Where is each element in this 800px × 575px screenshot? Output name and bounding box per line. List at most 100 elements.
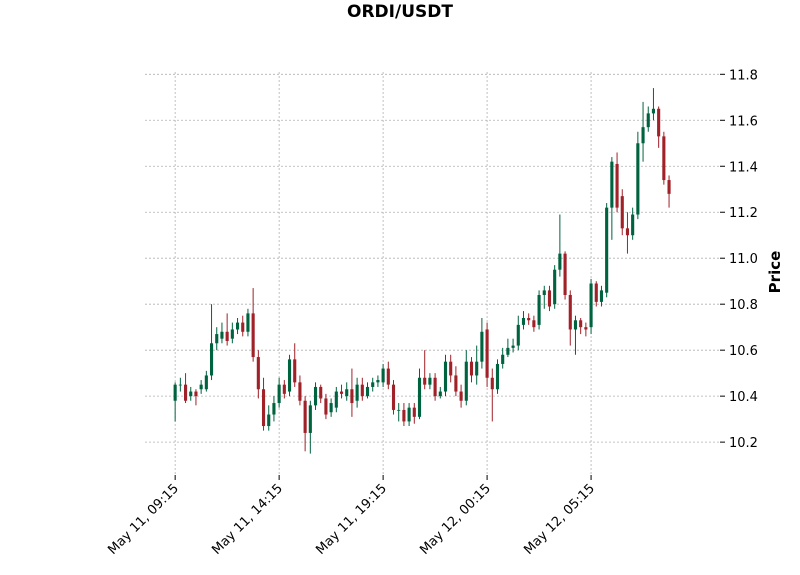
candle-body [355, 384, 359, 401]
candle-body [610, 161, 614, 208]
chart-title: ORDI/USDT [347, 2, 453, 22]
candle-body [547, 290, 552, 307]
y-tick-label: 10.4 [729, 390, 758, 405]
candle-body [449, 361, 453, 376]
x-tick-label: May 12, 00:15 [417, 481, 494, 558]
candle-body [277, 384, 281, 404]
candle-body [662, 136, 666, 181]
candle-body [417, 377, 422, 417]
candle-body [620, 196, 624, 229]
candle-body [423, 377, 427, 385]
candle-body [636, 143, 640, 215]
candle-body [241, 322, 245, 332]
candle-body [490, 377, 494, 390]
y-tick-label: 11.4 [729, 160, 758, 175]
candle-body [215, 334, 219, 344]
candle-body [537, 294, 541, 325]
candle-body [235, 322, 240, 330]
y-tick-label: 11.2 [729, 206, 758, 221]
candle-body [558, 253, 562, 270]
candle-body [407, 407, 411, 422]
candle-body [501, 354, 505, 364]
candle-body [527, 317, 531, 321]
y-tick-label: 11.0 [729, 252, 758, 267]
candle-body [615, 163, 619, 208]
candle-body [667, 180, 671, 194]
y-tick-label: 10.6 [729, 344, 758, 359]
candle-body [376, 380, 380, 383]
candle-body [402, 409, 406, 422]
candle-body [516, 324, 520, 346]
candle-body [329, 403, 333, 413]
candle-body [199, 384, 203, 390]
candle-body [568, 294, 572, 330]
x-tick-label: May 12, 05:15 [521, 481, 598, 558]
candle-body [267, 414, 271, 427]
candle-body [386, 368, 390, 385]
candle-body [313, 386, 318, 406]
candle-body [365, 386, 370, 397]
candle-body [646, 113, 650, 128]
candle-body [475, 361, 479, 376]
candle-body [412, 407, 416, 417]
candle-body [573, 320, 578, 330]
candle-body [641, 127, 645, 144]
y-tick-label: 11.8 [729, 68, 758, 83]
candle-body [230, 329, 234, 339]
candle-body [360, 384, 364, 397]
candle-body [183, 384, 188, 401]
candle-body [542, 290, 546, 295]
candle-body [579, 320, 583, 328]
candle-body [480, 331, 484, 362]
candle-body [589, 283, 593, 328]
candle-body [324, 398, 328, 415]
candle-body [173, 384, 177, 401]
candle-body [563, 253, 567, 295]
candle-body [459, 391, 463, 401]
candle-body [506, 347, 510, 355]
y-axis-label: Price [766, 251, 784, 294]
candle-body [189, 391, 193, 397]
x-tick-label: May 11, 14:15 [209, 481, 286, 558]
candle-body [651, 108, 656, 114]
candle-body [485, 329, 489, 378]
candle-body [303, 400, 307, 433]
candle-body [178, 384, 182, 386]
candle-body [272, 403, 276, 415]
candle-body [287, 359, 292, 392]
candle-body [495, 363, 500, 390]
candle-body [204, 375, 208, 390]
candle-body [319, 386, 323, 399]
candle-body [282, 384, 286, 394]
candle-body [532, 320, 536, 328]
candle-body [594, 283, 598, 302]
candle-body [381, 368, 385, 383]
candle-body [428, 377, 432, 385]
x-tick-label: May 11, 19:15 [313, 481, 390, 558]
candle-body [350, 389, 354, 404]
candle-body [511, 345, 515, 348]
candle-body [339, 391, 344, 394]
candle-body [443, 361, 448, 392]
candle-body [261, 389, 266, 427]
candle-body [391, 384, 396, 410]
candle-body [599, 290, 604, 302]
candle-body [220, 331, 224, 339]
candle-body [194, 391, 198, 397]
candle-body [397, 409, 401, 411]
candle-body [251, 313, 255, 358]
candle-body [246, 313, 250, 332]
candle-body [298, 382, 302, 401]
candle-body [464, 361, 468, 401]
candle-body [225, 331, 229, 341]
candle-body [521, 317, 526, 325]
candle-body [334, 391, 338, 408]
candle-body [293, 359, 297, 383]
candle-body [371, 382, 375, 387]
candle-body [631, 214, 635, 236]
candle-body [584, 327, 588, 330]
candle-body [209, 343, 214, 376]
candle-body [256, 357, 260, 390]
candle-body [454, 375, 458, 392]
candle-body [438, 391, 442, 397]
